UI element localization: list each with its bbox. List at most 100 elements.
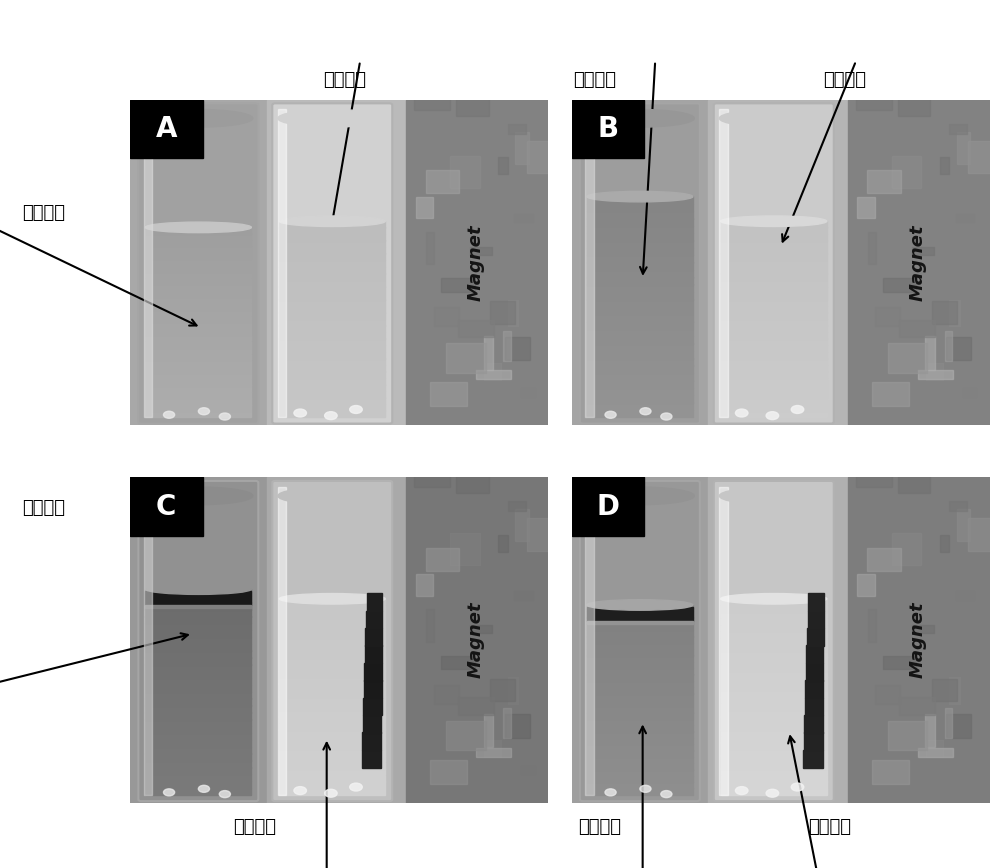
Bar xyxy=(503,331,511,360)
Bar xyxy=(279,326,385,332)
Bar xyxy=(587,321,693,329)
Bar xyxy=(721,319,827,326)
Bar xyxy=(426,548,459,571)
Bar xyxy=(587,700,693,707)
Circle shape xyxy=(163,789,175,796)
Bar xyxy=(721,624,827,632)
Bar xyxy=(527,518,566,550)
Bar xyxy=(279,664,385,671)
Bar xyxy=(721,638,827,645)
Bar xyxy=(145,259,251,266)
Bar xyxy=(279,736,385,743)
Bar xyxy=(857,575,875,595)
Bar xyxy=(867,170,901,194)
Bar xyxy=(587,240,693,248)
Bar xyxy=(145,404,251,411)
Circle shape xyxy=(294,786,306,794)
Text: Magnet: Magnet xyxy=(908,602,926,679)
Bar xyxy=(721,716,827,723)
Bar xyxy=(721,372,827,378)
Bar xyxy=(490,301,515,324)
Bar xyxy=(145,774,251,781)
Bar xyxy=(963,388,976,397)
Bar xyxy=(267,477,406,803)
Bar xyxy=(868,609,876,641)
Bar xyxy=(946,714,971,738)
Bar xyxy=(503,708,511,738)
Ellipse shape xyxy=(721,594,827,604)
Bar xyxy=(945,331,952,360)
Bar xyxy=(918,748,953,757)
Bar xyxy=(587,218,693,226)
Bar xyxy=(279,266,385,273)
Bar xyxy=(279,391,385,398)
Bar xyxy=(721,306,827,312)
Bar xyxy=(145,372,251,379)
Ellipse shape xyxy=(145,222,251,233)
Bar xyxy=(848,477,990,803)
Bar xyxy=(587,358,693,366)
Bar xyxy=(145,733,251,740)
Bar xyxy=(498,157,508,174)
Bar xyxy=(279,220,385,227)
FancyBboxPatch shape xyxy=(272,103,392,424)
Bar xyxy=(508,299,518,326)
Bar xyxy=(279,683,385,690)
Bar xyxy=(587,351,693,358)
Bar xyxy=(279,385,385,391)
Bar xyxy=(808,610,824,628)
Bar xyxy=(587,611,693,618)
Bar xyxy=(279,605,385,612)
Bar xyxy=(434,685,459,704)
Bar xyxy=(587,387,693,395)
Bar xyxy=(721,736,827,743)
Bar xyxy=(279,670,385,677)
Bar xyxy=(145,272,251,278)
Bar xyxy=(898,92,930,115)
Bar xyxy=(430,383,467,406)
Bar xyxy=(362,750,381,767)
Bar xyxy=(949,501,967,511)
Bar xyxy=(912,247,934,255)
Bar xyxy=(484,713,493,747)
Bar xyxy=(279,775,385,782)
Bar xyxy=(470,625,492,633)
Bar xyxy=(963,766,976,774)
Circle shape xyxy=(294,409,306,417)
Bar xyxy=(363,715,381,733)
Bar xyxy=(279,631,385,638)
Bar xyxy=(719,487,728,795)
Bar xyxy=(279,788,385,795)
Bar xyxy=(279,709,385,716)
Bar xyxy=(498,535,508,552)
Bar xyxy=(430,760,467,784)
Bar xyxy=(808,593,824,611)
Bar xyxy=(721,729,827,736)
Bar xyxy=(521,766,535,774)
Bar xyxy=(587,661,693,668)
Bar xyxy=(145,746,251,753)
Bar xyxy=(470,247,492,255)
Bar xyxy=(892,156,921,187)
FancyBboxPatch shape xyxy=(580,103,700,424)
Bar xyxy=(508,677,518,704)
Bar xyxy=(721,220,827,227)
Bar xyxy=(279,638,385,645)
Bar xyxy=(279,358,385,365)
Bar xyxy=(145,385,251,392)
Bar xyxy=(414,474,450,487)
Bar xyxy=(721,677,827,684)
Bar xyxy=(145,290,251,297)
Bar xyxy=(145,316,251,322)
Bar xyxy=(363,698,382,715)
Bar xyxy=(515,132,529,164)
Bar xyxy=(484,740,501,758)
Bar xyxy=(527,141,566,173)
Bar xyxy=(279,768,385,775)
Bar xyxy=(806,645,823,663)
Bar xyxy=(145,391,251,398)
Bar xyxy=(856,474,892,487)
Bar xyxy=(888,343,927,373)
Bar xyxy=(868,232,876,264)
Bar xyxy=(587,681,693,687)
